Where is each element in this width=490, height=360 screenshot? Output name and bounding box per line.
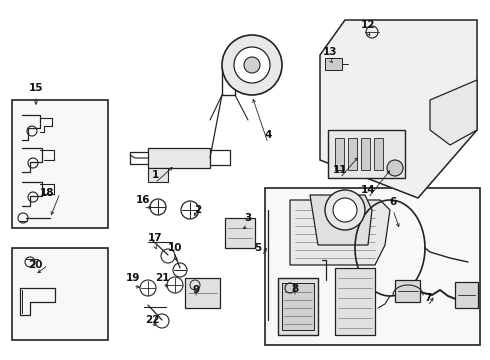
Bar xyxy=(455,282,478,308)
Bar xyxy=(12,100,108,228)
Text: 20: 20 xyxy=(28,260,42,270)
Bar xyxy=(335,268,375,335)
Bar xyxy=(328,130,405,178)
Text: 7: 7 xyxy=(424,293,432,303)
Bar xyxy=(225,218,255,248)
Bar xyxy=(361,138,370,170)
Bar xyxy=(348,138,357,170)
Polygon shape xyxy=(430,80,477,145)
Text: 18: 18 xyxy=(40,188,54,198)
Circle shape xyxy=(387,160,403,176)
Text: 10: 10 xyxy=(168,243,182,253)
Text: 5: 5 xyxy=(254,243,262,253)
Bar xyxy=(12,248,108,340)
Text: 1: 1 xyxy=(151,170,159,180)
Text: 21: 21 xyxy=(155,273,169,283)
Text: 17: 17 xyxy=(147,233,162,243)
Text: 8: 8 xyxy=(292,284,298,294)
Bar xyxy=(185,278,220,308)
Circle shape xyxy=(244,57,260,73)
Text: 22: 22 xyxy=(145,315,159,325)
Circle shape xyxy=(333,198,357,222)
Polygon shape xyxy=(320,20,477,198)
Text: 4: 4 xyxy=(264,130,271,140)
Bar xyxy=(395,280,420,302)
Bar xyxy=(148,148,210,168)
Polygon shape xyxy=(310,195,372,245)
Text: 2: 2 xyxy=(195,205,201,215)
Text: 19: 19 xyxy=(126,273,140,283)
Text: 9: 9 xyxy=(193,285,199,295)
Bar xyxy=(148,168,168,182)
Circle shape xyxy=(234,47,270,83)
Text: 3: 3 xyxy=(245,213,252,223)
Text: 15: 15 xyxy=(29,83,43,93)
Bar xyxy=(278,278,318,335)
Circle shape xyxy=(222,35,282,95)
Polygon shape xyxy=(290,200,390,265)
Bar xyxy=(282,283,314,330)
Bar xyxy=(335,138,344,170)
Text: 6: 6 xyxy=(390,197,396,207)
Bar xyxy=(325,58,342,70)
Bar xyxy=(265,188,480,345)
Text: 16: 16 xyxy=(136,195,150,205)
Text: 12: 12 xyxy=(361,20,375,30)
Text: 13: 13 xyxy=(323,47,337,57)
Bar xyxy=(374,138,383,170)
Circle shape xyxy=(325,190,365,230)
Text: 14: 14 xyxy=(361,185,375,195)
Text: 11: 11 xyxy=(333,165,347,175)
